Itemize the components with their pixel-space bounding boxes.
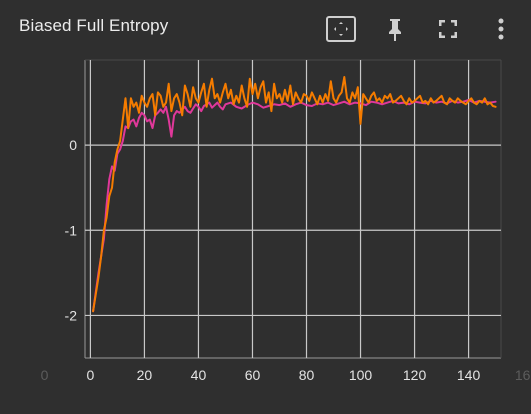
x-tick-label: 80 [299, 367, 315, 383]
x-tick-label: 100 [349, 367, 373, 383]
series-line-2 [92, 76, 497, 313]
y-tick-label: -1 [65, 222, 78, 238]
x-tick-label: 20 [137, 367, 153, 383]
series-line-1 [92, 99, 497, 313]
fit-domain-icon[interactable] [325, 13, 357, 45]
y-tick-label: -2 [65, 307, 78, 323]
x-tick-label-faint: 0 [41, 367, 49, 383]
x-tick-label: 40 [191, 367, 207, 383]
more-vert-icon[interactable] [485, 13, 517, 45]
x-tick-label: 120 [403, 367, 427, 383]
x-tick-label: 140 [457, 367, 481, 383]
y-tick-label: 0 [69, 137, 77, 153]
chart-title: Biased Full Entropy [19, 16, 169, 35]
pin-icon[interactable] [379, 13, 411, 45]
fullscreen-icon[interactable] [432, 13, 464, 45]
x-tick-label-faint: 16 [515, 367, 531, 383]
x-tick-label: 60 [245, 367, 261, 383]
x-tick-label: 0 [87, 367, 95, 383]
